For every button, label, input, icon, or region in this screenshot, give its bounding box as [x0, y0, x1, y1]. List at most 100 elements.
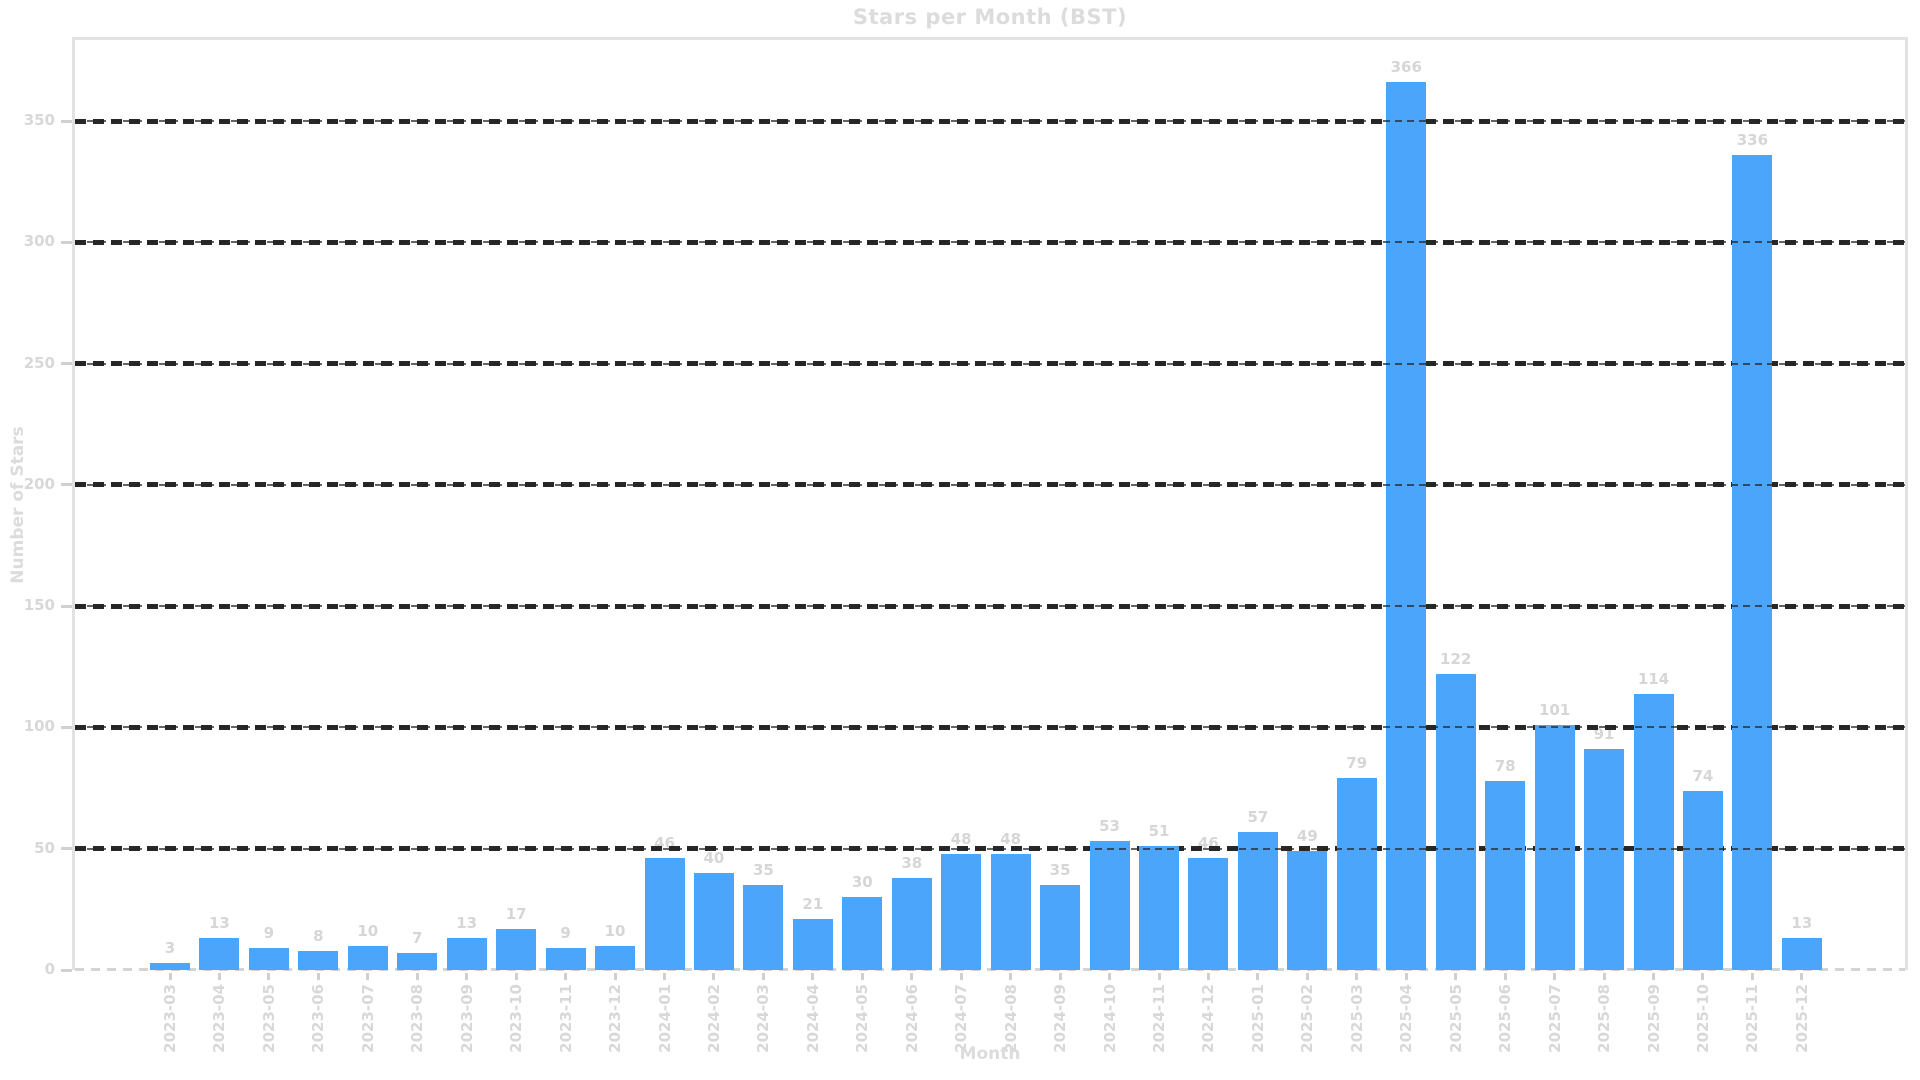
x-tick-label-2024-10: 2024-10	[1100, 984, 1119, 1053]
y-tick-label-200: 200	[23, 474, 55, 493]
bar-2023-12	[595, 945, 636, 970]
x-tick-label-2025-09: 2025-09	[1644, 984, 1663, 1053]
bar-2023-03	[150, 962, 190, 970]
x-tick-label-2023-08: 2023-08	[408, 984, 427, 1053]
x-tick-2025-02	[1305, 973, 1309, 980]
y-tick-label-100: 100	[23, 717, 55, 736]
y-tick-label-300: 300	[23, 232, 55, 251]
bar-value-2025-12: 13	[1791, 914, 1813, 933]
x-tick-label-2024-08: 2024-08	[1001, 984, 1020, 1053]
x-tick-2024-08	[1009, 973, 1013, 980]
y-tick-350	[61, 119, 72, 123]
bar-2024-05	[842, 897, 883, 970]
x-tick-2023-05	[267, 973, 271, 980]
y-tick-150	[61, 604, 72, 608]
x-axis-label: Month	[959, 1044, 1021, 1064]
bar-value-2024-06: 38	[901, 853, 923, 872]
x-tick-2025-07	[1553, 973, 1557, 980]
x-tick-label-2024-06: 2024-06	[902, 984, 921, 1053]
bar-2024-07	[941, 853, 982, 970]
x-tick-2024-12	[1206, 973, 1210, 980]
gridline-overlay-250	[75, 362, 1905, 365]
gridline-overlay-300	[75, 241, 1905, 244]
x-tick-label-2025-08: 2025-08	[1595, 984, 1614, 1053]
x-tick-2025-05	[1454, 973, 1458, 980]
bar-value-2024-03: 35	[752, 861, 774, 880]
x-tick-label-2024-12: 2024-12	[1199, 984, 1218, 1053]
bar-2025-08	[1584, 749, 1625, 970]
y-tick-200	[61, 483, 72, 487]
bar-value-2024-05: 30	[851, 873, 873, 892]
bar-value-2024-07: 48	[950, 829, 972, 848]
bar-value-2025-07: 101	[1538, 701, 1571, 720]
x-tick-label-2023-11: 2023-11	[556, 984, 575, 1053]
bar-2024-11	[1139, 846, 1179, 970]
x-tick-label-2025-11: 2025-11	[1743, 984, 1762, 1053]
y-tick-label-0: 0	[44, 960, 55, 978]
bar-2025-02	[1287, 851, 1328, 970]
x-tick-2025-01	[1256, 973, 1260, 980]
bar-value-2024-04: 21	[802, 895, 824, 914]
x-tick-label-2023-03: 2023-03	[161, 984, 179, 1053]
bar-2025-06	[1485, 780, 1526, 970]
bar-2023-10	[496, 928, 537, 970]
x-tick-2024-07	[959, 973, 963, 980]
y-tick-50	[61, 847, 72, 851]
bar-2023-11	[545, 948, 586, 970]
bar-2024-01	[644, 858, 685, 970]
bar-2025-10	[1682, 790, 1723, 970]
x-tick-label-2025-12: 2025-12	[1792, 984, 1811, 1053]
bar-value-2025-02: 49	[1296, 827, 1318, 846]
gridline-overlay-350	[75, 120, 1905, 123]
bar-2025-09	[1633, 693, 1674, 970]
x-tick-2025-03	[1355, 973, 1359, 980]
bar-2024-02	[693, 872, 734, 970]
bar-value-2023-07: 10	[357, 921, 379, 940]
bar-value-2023-05: 9	[263, 924, 275, 943]
top-spine	[72, 37, 1908, 40]
x-tick-2024-01	[663, 973, 666, 980]
left-spine	[72, 37, 75, 970]
gridline-overlay-150	[75, 605, 1905, 608]
bar-2025-05	[1435, 674, 1476, 970]
bar-value-2023-06: 8	[313, 926, 324, 945]
bar-2024-04	[792, 919, 833, 970]
x-tick-label-2025-04: 2025-04	[1397, 984, 1416, 1053]
bar-2023-09	[446, 938, 487, 970]
y-tick-label-250: 250	[23, 353, 55, 372]
x-tick-label-2024-01: 2024-01	[655, 984, 674, 1053]
y-tick-0	[61, 968, 72, 972]
bar-value-2023-12: 10	[604, 921, 626, 940]
bar-2023-04	[199, 938, 240, 970]
bar-2025-04	[1386, 82, 1427, 970]
x-tick-2024-11	[1157, 973, 1161, 980]
y-axis-label: Number of Stars	[8, 426, 28, 584]
x-tick-label-2024-11: 2024-11	[1150, 984, 1168, 1053]
x-axis-baseline	[75, 968, 1905, 971]
x-tick-2024-03	[761, 973, 765, 980]
x-tick-label-2024-02: 2024-02	[704, 984, 723, 1053]
y-tick-250	[61, 362, 72, 366]
x-tick-2025-10	[1701, 973, 1705, 980]
x-tick-2024-05	[860, 973, 864, 980]
x-tick-label-2024-05: 2024-05	[853, 984, 872, 1053]
bar-2025-03	[1336, 778, 1377, 970]
x-tick-2023-03	[168, 973, 172, 980]
bar-2024-10	[1089, 841, 1130, 970]
plot-area: 3 13 9 8 10 7 13 17 9 10 46 40 35 21 30 38 48 48 35 53 51 46 5…	[24, 37, 1908, 1053]
x-tick-2025-08	[1602, 973, 1606, 980]
bar-2023-05	[248, 948, 289, 970]
bar-value-2025-01: 57	[1247, 807, 1269, 826]
bar-2025-11	[1732, 155, 1773, 970]
x-tick-2025-04	[1404, 973, 1408, 980]
bar-2024-12	[1188, 858, 1229, 970]
bar-2023-06	[298, 950, 339, 970]
x-tick-label-2025-05: 2025-05	[1446, 984, 1465, 1053]
x-tick-label-2023-06: 2023-06	[309, 984, 328, 1053]
bar-2024-08	[990, 853, 1031, 970]
x-tick-label-2025-03: 2025-03	[1347, 984, 1366, 1053]
gridline-overlay-100	[75, 726, 1905, 729]
x-tick-label-2024-07: 2024-07	[952, 984, 971, 1053]
bar-value-2024-02: 40	[703, 848, 725, 867]
